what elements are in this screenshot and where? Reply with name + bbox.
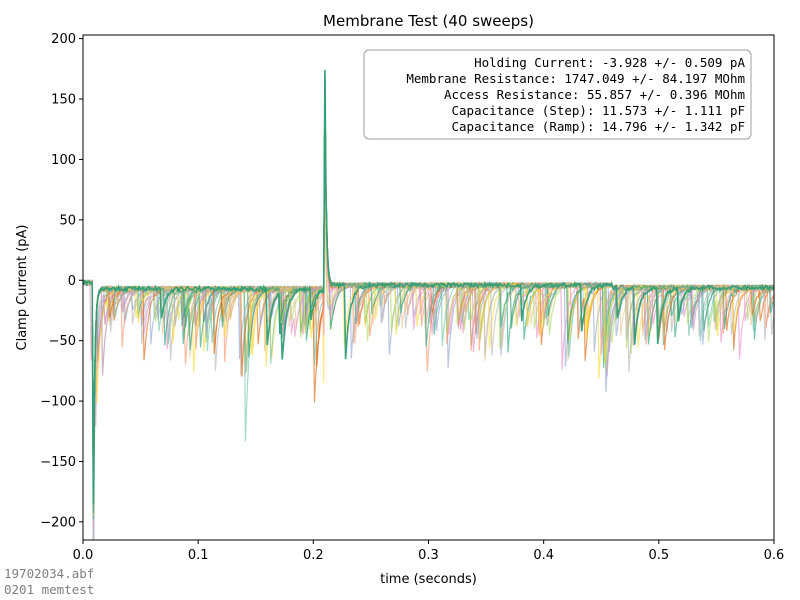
x-tick-label: 0.1 — [188, 548, 209, 563]
x-axis: 0.0 0.1 0.2 0.3 0.4 0.5 0.6 — [73, 540, 785, 563]
x-tick-label: 0.2 — [303, 548, 324, 563]
capacitance-ramp-stat: Capacitance (Ramp): 14.796 +/- 1.342 pF — [452, 119, 746, 134]
x-tick-label: 0.6 — [764, 548, 785, 563]
x-tick-label: 0.3 — [418, 548, 439, 563]
x-tick-label: 0.4 — [533, 548, 554, 563]
footer-file-name: 19702034.abf — [4, 566, 94, 581]
capacitance-step-stat: Capacitance (Step): 11.573 +/- 1.111 pF — [452, 103, 746, 118]
y-tick-label: −50 — [49, 334, 76, 349]
x-axis-label: time (seconds) — [380, 572, 477, 587]
y-tick-label: −200 — [40, 515, 76, 530]
holding-current-stat: Holding Current: -3.928 +/- 0.509 pA — [474, 55, 745, 70]
membrane-resistance-stat: Membrane Resistance: 1747.049 +/- 84.197… — [406, 71, 745, 86]
access-resistance-stat: Access Resistance: 55.857 +/- 0.396 MOhm — [444, 87, 745, 102]
y-tick-label: 150 — [51, 93, 76, 108]
chart-title: Membrane Test (40 sweeps) — [323, 12, 534, 30]
sweep-trace — [83, 84, 774, 540]
sweep-trace — [83, 70, 774, 505]
y-tick-label: −150 — [40, 455, 76, 470]
y-tick-label: 100 — [51, 153, 76, 168]
x-tick-label: 0.5 — [648, 548, 669, 563]
y-tick-label: 200 — [51, 32, 76, 47]
y-tick-label: 0 — [68, 274, 76, 289]
stats-box-frame — [363, 49, 752, 140]
footer-protocol: 0201 memtest — [4, 582, 94, 597]
y-tick-label: 50 — [59, 213, 76, 228]
y-axis: −200 −150 −100 −50 0 50 100 150 200 — [40, 32, 83, 530]
y-axis-label: Clamp Current (pA) — [15, 225, 30, 351]
sweep-trace — [83, 72, 774, 514]
y-tick-label: −100 — [40, 395, 76, 410]
sweep-traces — [83, 68, 774, 540]
stats-annotation-box: Holding Current: -3.928 +/- 0.509 pA Mem… — [363, 49, 752, 140]
x-tick-label: 0.0 — [73, 548, 94, 563]
